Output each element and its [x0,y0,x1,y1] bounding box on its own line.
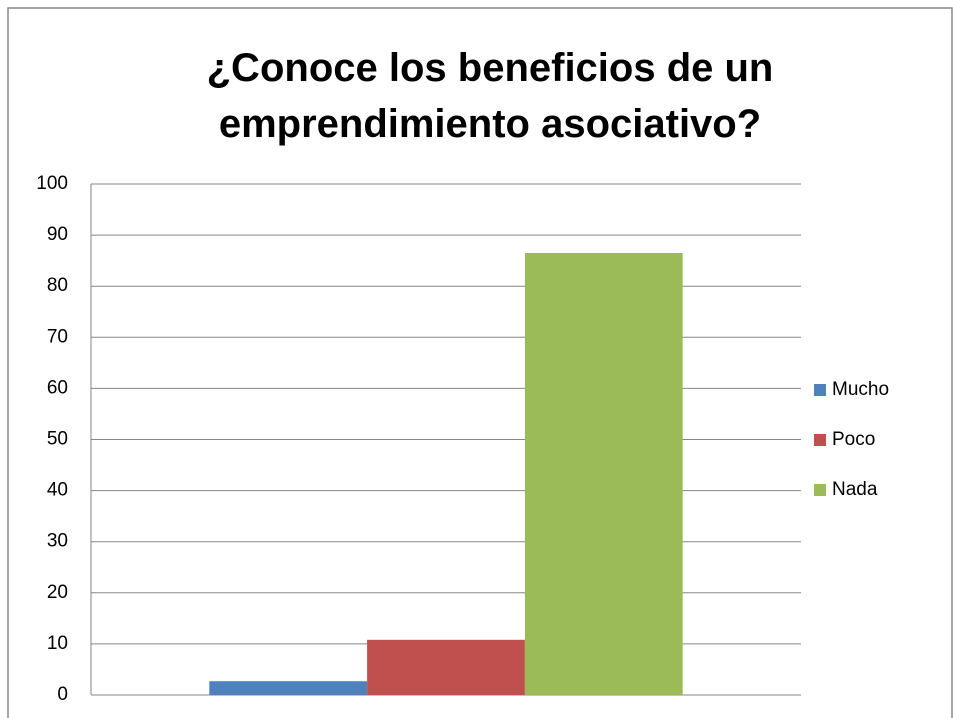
y-tick-label: 90 [47,224,68,245]
y-tick-label: 40 [47,480,68,501]
legend-label: Nada [832,479,878,500]
y-tick-label: 100 [36,173,68,194]
y-tick-label: 70 [47,326,68,347]
y-tick-label: 80 [47,275,68,296]
bar [524,252,683,696]
y-tick-label: 10 [47,633,68,654]
legend-swatch [814,384,826,396]
bar [367,639,525,695]
legend-swatch [814,434,826,446]
legend-label: Mucho [832,379,889,400]
legend-label: Poco [832,429,875,450]
y-tick-label: 20 [47,582,68,603]
bar [209,681,368,695]
chart-title: ¿Conoce los beneficios de un emprendimie… [206,46,774,146]
y-tick-label: 60 [47,377,68,398]
y-tick-label: 50 [47,429,68,450]
y-tick-label: 30 [47,531,68,552]
legend-swatch [814,484,826,496]
chart-frame [7,7,953,718]
y-tick-label: 0 [57,684,68,705]
